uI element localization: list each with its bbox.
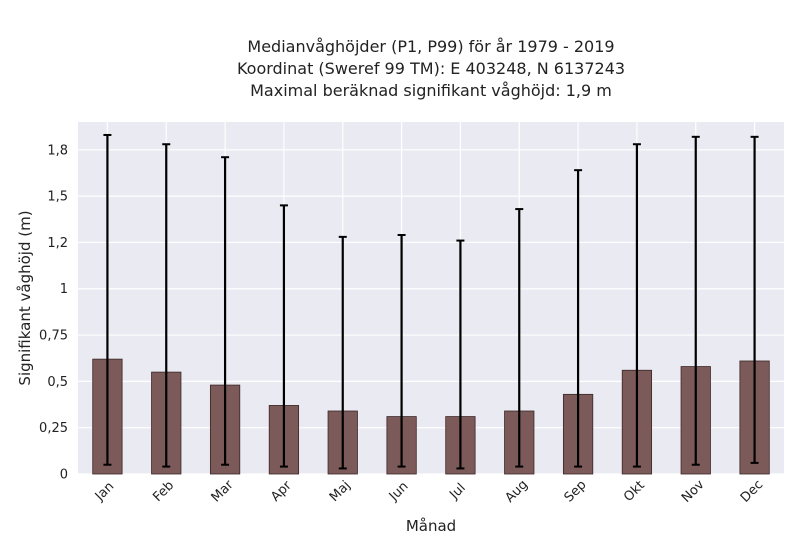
x-tick-label-jul: Jul: [446, 481, 468, 503]
error-bar-maj: [338, 235, 347, 470]
x-tick-label-apr: Apr: [268, 478, 295, 505]
error-bar-jul: [456, 239, 465, 470]
y-tick-label: 1,8: [47, 143, 68, 158]
x-tick-label-maj: Maj: [327, 478, 354, 505]
error-bars: [103, 133, 759, 470]
y-tick-label: 1,5: [47, 190, 68, 205]
x-tick-label-okt: Okt: [621, 478, 648, 505]
x-tick-label-nov: Nov: [679, 477, 708, 506]
title-line-2: Koordinat (Sweref 99 TM): E 403248, N 61…: [237, 59, 625, 78]
error-bar-jan: [103, 133, 112, 466]
x-tick-label-jun: Jun: [386, 479, 412, 505]
error-bar-dec: [750, 135, 759, 464]
title-line-3: Maximal beräknad signifikant våghöjd: 1,…: [250, 81, 612, 100]
plot-area: [78, 122, 784, 474]
x-axis-label: Månad: [406, 517, 456, 535]
y-tick-label: 0,5: [47, 375, 68, 390]
title-line-1: Medianvåghöjder (P1, P99) för år 1979 - …: [247, 37, 614, 56]
x-tick-label-sep: Sep: [562, 478, 590, 506]
x-tick-label-feb: Feb: [150, 478, 177, 505]
error-bar-apr: [279, 204, 288, 468]
x-tick-label-mar: Mar: [209, 477, 237, 505]
y-tick-label: 1: [60, 282, 68, 297]
chart-title: Medianvåghöjder (P1, P99) för år 1979 - …: [237, 37, 625, 100]
error-bar-feb: [162, 143, 171, 468]
x-tick-label-jan: Jan: [92, 479, 117, 504]
error-bar-jun: [397, 234, 406, 468]
error-bar-sep: [574, 169, 583, 468]
y-tick-label: 1,2: [47, 236, 68, 251]
error-bar-aug: [515, 208, 524, 468]
y-tick-label: 0: [60, 468, 68, 483]
y-axis-label: Signifikant våghöjd (m): [16, 210, 34, 385]
y-tick-label: 0,75: [39, 329, 68, 344]
error-bar-okt: [632, 143, 641, 468]
y-axis-ticks: 0 0,25 0,5 0,75 1 1,2 1,5 1,8: [39, 143, 68, 482]
y-tick-label: 0,25: [39, 421, 68, 436]
error-bar-nov: [691, 135, 700, 466]
x-axis-ticks: Jan Feb Mar Apr Maj Jun Jul Aug Sep Okt Nov Dec: [92, 477, 766, 506]
x-tick-label-dec: Dec: [738, 477, 766, 505]
error-bar-mar: [221, 156, 230, 466]
x-tick-label-aug: Aug: [502, 477, 531, 506]
